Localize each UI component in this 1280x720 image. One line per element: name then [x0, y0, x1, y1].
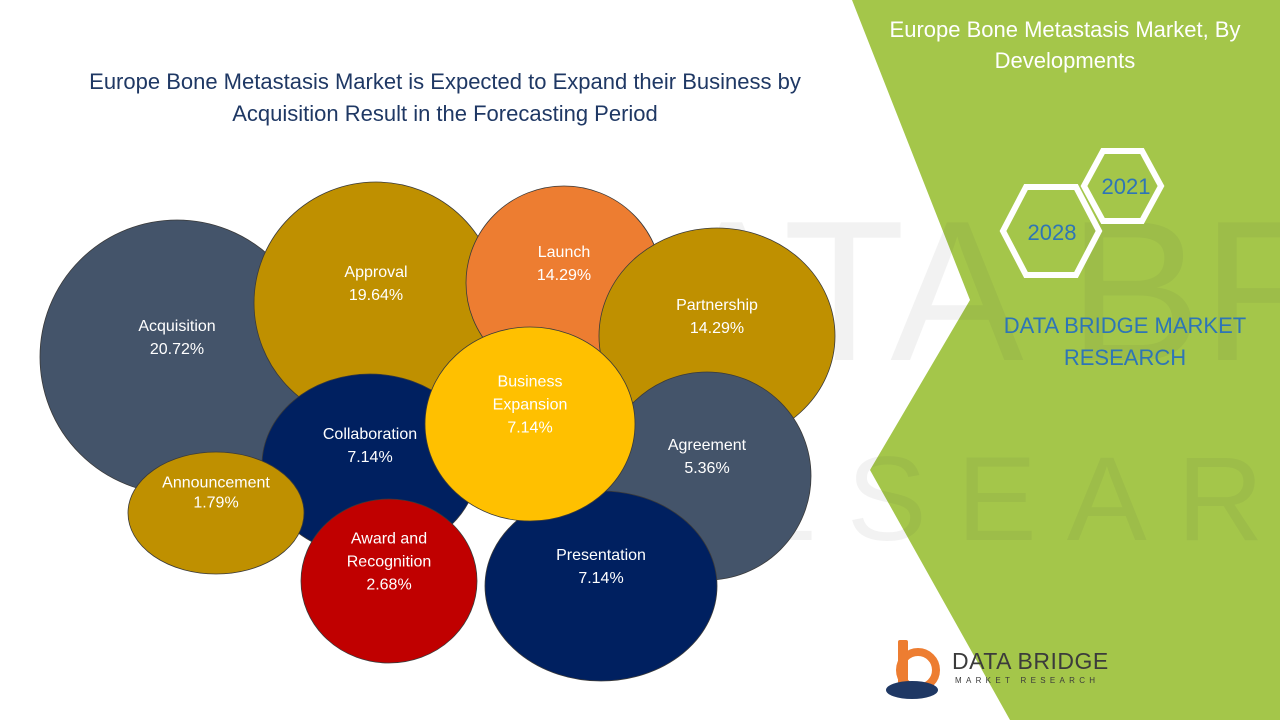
bubble-award-and-recognition — [300, 498, 478, 664]
logo-text: DATA BRIDGE — [952, 648, 1109, 674]
brand-name: DATA BRIDGE MARKET RESEARCH — [1003, 313, 1247, 370]
year-2021-label: 2021 — [1102, 174, 1151, 199]
bubble-label-award-and-recognition: Award and Recognition 2.68% — [347, 531, 432, 594]
main-title: Europe Bone Metastasis Market is Expecte… — [89, 69, 801, 126]
bubble-label-presentation: Presentation 7.14% — [556, 547, 646, 587]
side-panel — [852, 0, 1280, 720]
bubble-chart: Acquisition 20.72% Approval 19.64% Launch 14.… — [39, 181, 836, 682]
bubble-label-collaboration: Collaboration 7.14% — [323, 426, 417, 466]
bubble-label-acquisition: Acquisition 20.72% — [138, 318, 215, 358]
hexagon-2028 — [999, 184, 1103, 278]
bubble-label-approval: Approval 19.64% — [344, 264, 407, 304]
bubble-label-business-expansion: Business Expansion 7.14% — [493, 374, 568, 437]
logo-subtext: MARKET RESEARCH — [955, 676, 1100, 685]
hexagon-2021 — [1080, 148, 1165, 224]
bubble-business-expansion — [424, 326, 636, 522]
bubble-label-launch: Launch 14.29% — [537, 244, 591, 284]
year-2028-label: 2028 — [1028, 220, 1077, 245]
bubble-label-agreement: Agreement 5.36% — [668, 437, 747, 477]
bubble-label-partnership: Partnership 14.29% — [676, 297, 758, 337]
bubble-announcement — [127, 451, 305, 575]
side-title: Europe Bone Metastasis Market, By Develo… — [889, 17, 1241, 73]
company-logo-icon — [886, 640, 940, 699]
bubble-label-announcement: Announcement 1.79% — [162, 475, 270, 512]
